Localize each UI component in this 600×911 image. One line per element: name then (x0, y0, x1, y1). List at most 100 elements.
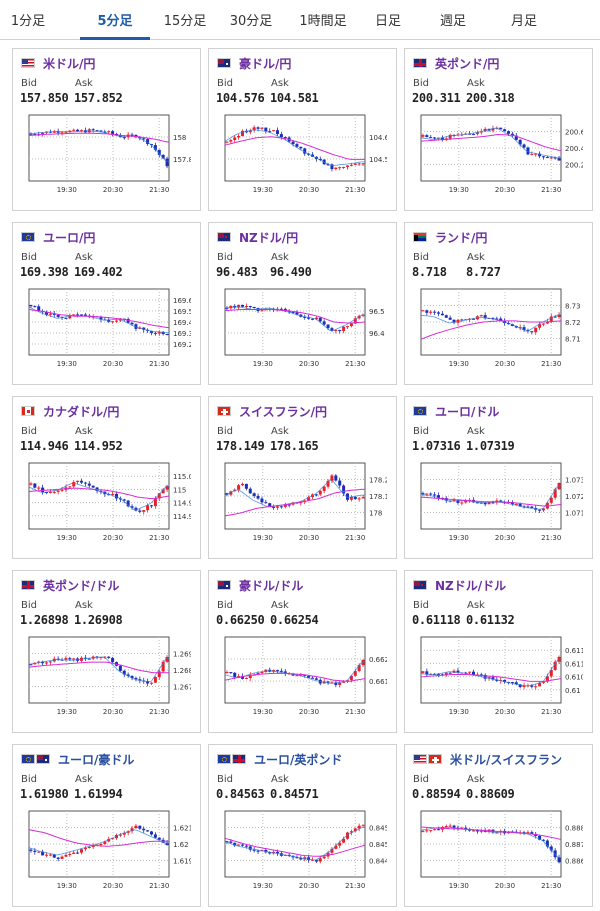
x-tick-label: 20:30 (495, 708, 515, 716)
x-tick-label: 21:30 (345, 534, 365, 542)
candle-body (487, 502, 491, 505)
candle-body (107, 319, 111, 322)
pair-name[interactable]: 豪ドル/ドル (239, 578, 304, 593)
pair-title[interactable]: ランド/円 (413, 230, 488, 245)
tab-4[interactable]: 30分足 (229, 14, 273, 29)
candle-body (150, 505, 153, 507)
candle-body (115, 320, 118, 322)
candle-body (538, 509, 542, 511)
eu-flag-icon (217, 754, 231, 764)
pair-title[interactable]: 米ドル/円 (21, 56, 96, 71)
rate-card[interactable]: 豪ドル/円 Bid Ask 104.576 104.581 104.6 104.5 19:30… (208, 48, 397, 211)
ask-label: Ask (467, 426, 485, 437)
candle-body (514, 503, 518, 505)
rate-card[interactable]: NZドル/円 Bid Ask 96.483 96.490 96.5 96.4 19:30 20:… (208, 222, 397, 385)
pair-title[interactable]: 豪ドル/ドル (217, 578, 304, 593)
pair-title[interactable]: スイスフラン/円 (217, 404, 328, 419)
chart-container[interactable]: 178.2 178.1 178 19:30 20:30 21:30 (217, 459, 387, 549)
pair-title[interactable]: NZドル/円 (217, 230, 299, 245)
rate-card[interactable]: スイスフラン/円 Bid Ask 178.149 178.165 178.2 178.1 17… (208, 396, 397, 559)
pair-name[interactable]: ユーロ/円 (43, 230, 96, 245)
tab-7[interactable]: 週足 (439, 14, 466, 29)
pair-name[interactable]: 米ドル/円 (43, 56, 96, 71)
tab-8[interactable]: 月足 (510, 14, 537, 29)
candle-body (279, 670, 283, 672)
pair-name[interactable]: スイスフラン/円 (239, 404, 328, 419)
x-tick-label: 20:30 (103, 708, 123, 716)
x-tick-label: 19:30 (57, 708, 77, 716)
candle-body (499, 500, 503, 502)
pair-name[interactable]: NZドル/円 (239, 230, 299, 245)
candle-body (130, 506, 134, 508)
candle-body (252, 127, 256, 131)
chart-container[interactable]: 8.73 8.72 8.71 19:30 20:30 21:30 (413, 285, 583, 375)
moving-average-long (28, 487, 170, 500)
rate-card[interactable]: ユーロ/ドル Bid Ask 1.07316 1.07319 1.073 1.072 1.07… (404, 396, 593, 559)
rate-card[interactable]: 英ポンド/円 Bid Ask 200.311 200.318 200.6 200.4 200.… (404, 48, 593, 211)
rate-card[interactable]: NZドル/ドルBidAsk0.611180.611320.61150.6110.… (404, 570, 593, 733)
pair-name[interactable]: ユーロ/豪ドル (58, 752, 135, 767)
pair-title[interactable]: ユーロ/英ポンド (217, 752, 343, 767)
candle-body (483, 502, 487, 505)
rate-card[interactable]: 豪ドル/ドル Bid Ask 0.66250 0.66254 0.662 0.661 19:3… (208, 570, 397, 733)
y-tick-label: 8.73 (565, 303, 581, 311)
pair-title[interactable]: ユーロ/ドル (413, 404, 500, 419)
candle-body (87, 846, 91, 848)
rate-card[interactable]: ランド/円 Bid Ask 8.718 8.727 8.73 8.72 8.71 19:30 20… (404, 222, 593, 385)
candlestick-chart: 158 157.8 19:30 20:30 21:30 (28, 114, 191, 194)
pair-title[interactable]: 英ポンド/円 (413, 56, 500, 71)
pair-name[interactable]: NZドル/ドル (435, 578, 507, 593)
pair-name[interactable]: 英ポンド/ドル (43, 578, 120, 593)
bid-value: 1.61980 (20, 787, 69, 801)
chart-container[interactable]: 158 157.8 19:30 20:30 21:30 (21, 111, 191, 201)
chart-container[interactable]: 1.621 1.62 1.619 19:30 20:30 21:30 (21, 807, 191, 897)
chart-container[interactable]: 169.6 169.5 169.4 169.3 169.2 19:30 20:30 21:30 (21, 285, 191, 375)
chart-container[interactable]: 0.888 0.887 0.886 19:30 20:30 21:30 (413, 807, 583, 897)
tab-5[interactable]: 1時間足 (299, 14, 347, 29)
tab-1[interactable]: 1分足 (10, 14, 46, 29)
chart-container[interactable]: 0.6115 0.611 0.6105 0.61 19:30 20:30 21:30 (413, 633, 583, 723)
nz-flag-icon (413, 580, 427, 590)
candle-body (48, 492, 52, 494)
tab-3[interactable]: 15分足 (163, 14, 207, 29)
pair-title[interactable]: NZドル/ドル (413, 578, 507, 593)
chart-container[interactable]: 1.269 1.268 1.267 19:30 20:30 21:30 (21, 633, 191, 723)
chart-container[interactable]: 0.8455 0.845 0.8445 19:30 20:30 21:30 (217, 807, 387, 897)
pair-name[interactable]: ユーロ/ドル (435, 404, 500, 419)
rate-card[interactable]: ユーロ/円 Bid Ask 169.398 169.402 169.6 169.5 169.4… (12, 222, 201, 385)
rate-card[interactable]: 米ドル/円 Bid Ask 157.850 157.852 158 157.8 19:30 20… (12, 48, 201, 211)
tab-6[interactable]: 日足 (374, 14, 401, 29)
candle-body (157, 837, 161, 840)
candle-body (41, 851, 45, 856)
pair-title[interactable]: ユーロ/円 (21, 230, 96, 245)
rate-card[interactable]: ユーロ/英ポンドBidAsk0.845630.845710.84550.8450… (208, 744, 397, 907)
rate-card[interactable]: カナダドル/円 Bid Ask 114.946 114.952 115.05 115 114.… (12, 396, 201, 559)
pair-title[interactable]: カナダドル/円 (21, 404, 120, 419)
pair-name[interactable]: 豪ドル/円 (239, 56, 292, 71)
pair-title[interactable]: ユーロ/豪ドル (21, 752, 135, 767)
pair-title[interactable]: 英ポンド/ドル (21, 578, 120, 593)
pair-name[interactable]: ランド/円 (435, 230, 488, 245)
chart-container[interactable]: 200.6 200.4 200.2 19:30 20:30 21:30 (413, 111, 583, 201)
pair-name[interactable]: 米ドル/スイスフラン (450, 752, 563, 767)
candle-body (161, 154, 165, 159)
chart-container[interactable]: 115.05 115 114.95 114.9 19:30 20:30 21:30 (21, 459, 191, 549)
rate-card[interactable]: 米ドル/スイスフラン Bid Ask 0.88594 0.88609 0.888 0.887… (404, 744, 593, 907)
x-tick-label: 21:30 (345, 708, 365, 716)
pair-title[interactable]: 米ドル/スイスフラン (413, 752, 563, 767)
chart-container[interactable]: 96.5 96.4 19:30 20:30 21:30 (217, 285, 387, 375)
chart-container[interactable]: 0.662 0.661 19:30 20:30 21:30 (217, 633, 387, 723)
candle-body (142, 510, 146, 512)
rate-card[interactable]: 英ポンド/ドル Bid Ask 1.26898 1.26908 1.269 1.268 1.2… (12, 570, 201, 733)
chart-container[interactable]: 104.6 104.5 19:30 20:30 21:30 (217, 111, 387, 201)
pair-name[interactable]: ユーロ/英ポンド (254, 752, 343, 767)
chart-container[interactable]: 1.073 1.072 1.071 19:30 20:30 21:30 (413, 459, 583, 549)
rate-card[interactable]: ユーロ/豪ドル Bid Ask 1.61980 1.61994 1.621 1.62 1.61… (12, 744, 201, 907)
candle-body (52, 854, 56, 858)
pair-title[interactable]: 豪ドル/円 (217, 56, 292, 71)
candle-body (349, 675, 353, 681)
tab-2[interactable]: 5分足 (80, 0, 150, 40)
pair-name[interactable]: カナダドル/円 (43, 404, 120, 419)
pair-name[interactable]: 英ポンド/円 (435, 56, 500, 71)
candle-body (122, 670, 126, 675)
